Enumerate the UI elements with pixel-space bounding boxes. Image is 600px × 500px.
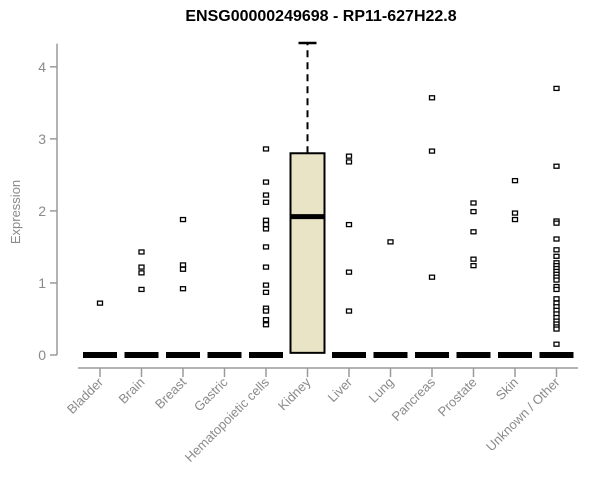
data-point — [262, 322, 270, 328]
data-point — [553, 220, 560, 226]
data-point — [511, 216, 519, 223]
zero-median-bar — [332, 352, 366, 358]
data-point — [179, 262, 187, 268]
data-point — [262, 308, 270, 314]
data-point — [262, 317, 270, 323]
zero-median-bar — [539, 352, 574, 358]
zero-median-bar — [415, 352, 449, 358]
data-point — [470, 200, 477, 206]
data-point — [553, 85, 560, 92]
x-tick-label: Brain — [116, 375, 148, 407]
data-point — [553, 253, 560, 259]
data-point — [470, 256, 477, 262]
x-tick-label: Pancreas — [389, 374, 439, 424]
x-tick-label: Unknown / Other — [483, 374, 563, 454]
chart-title: ENSG00000249698 - RP11-627H22.8 — [185, 8, 457, 25]
data-point — [553, 296, 560, 302]
data-point — [262, 179, 270, 185]
data-point — [345, 269, 353, 275]
data-point — [470, 263, 477, 269]
data-point — [262, 226, 270, 232]
data-point — [179, 286, 187, 292]
data-point — [553, 163, 560, 169]
data-point — [262, 192, 270, 198]
data-point — [96, 300, 104, 306]
y-tick-label: 2 — [38, 203, 46, 219]
data-point — [345, 159, 353, 165]
data-point — [470, 208, 477, 215]
data-point — [553, 286, 560, 293]
x-tick-label: Liver — [325, 374, 356, 405]
x-tick-label: Bladder — [64, 374, 107, 417]
data-point — [345, 308, 353, 314]
data-point — [345, 221, 353, 228]
x-tick-label: Kidney — [275, 374, 314, 413]
data-point — [138, 264, 145, 270]
data-point — [262, 264, 270, 270]
data-point — [262, 146, 270, 152]
data-point — [179, 216, 187, 223]
data-point — [262, 221, 270, 228]
data-point — [553, 277, 560, 283]
data-point — [138, 270, 145, 276]
x-tick-label: Lung — [366, 375, 397, 406]
y-axis-title: Expression — [8, 179, 23, 245]
x-tick-label: Prostate — [435, 375, 480, 420]
zero-median-bar — [124, 352, 159, 358]
data-point — [138, 249, 145, 255]
x-tick-label: Skin — [493, 375, 521, 403]
data-point — [428, 95, 436, 101]
zero-median-bar — [456, 352, 491, 358]
data-point — [262, 244, 270, 250]
zero-median-bar — [207, 352, 242, 358]
y-tick-label: 4 — [38, 59, 46, 75]
data-point — [345, 153, 353, 159]
y-tick-label: 3 — [38, 131, 46, 147]
data-point — [262, 199, 270, 205]
data-point — [553, 341, 560, 347]
data-point — [428, 274, 436, 280]
data-point — [428, 148, 436, 154]
data-point — [553, 326, 560, 332]
data-point — [138, 286, 145, 293]
data-point — [511, 210, 519, 216]
y-tick-label: 1 — [38, 275, 46, 291]
x-tick-label: Breast — [152, 374, 189, 411]
data-point — [553, 247, 560, 253]
zero-median-bar — [83, 352, 117, 358]
x-tick-label: Gastric — [191, 374, 231, 414]
data-point — [262, 289, 270, 295]
data-point — [553, 236, 560, 242]
zero-median-bar — [166, 352, 200, 358]
zero-median-bar — [249, 352, 283, 358]
zero-median-bar — [373, 352, 408, 358]
data-point — [470, 229, 477, 235]
zero-median-bar — [498, 352, 532, 358]
y-tick-label: 0 — [38, 347, 46, 363]
data-point — [262, 217, 270, 223]
data-point — [262, 282, 270, 288]
data-point — [179, 266, 187, 272]
data-point — [387, 239, 394, 245]
box-iqr — [289, 152, 326, 354]
data-point — [511, 177, 519, 184]
